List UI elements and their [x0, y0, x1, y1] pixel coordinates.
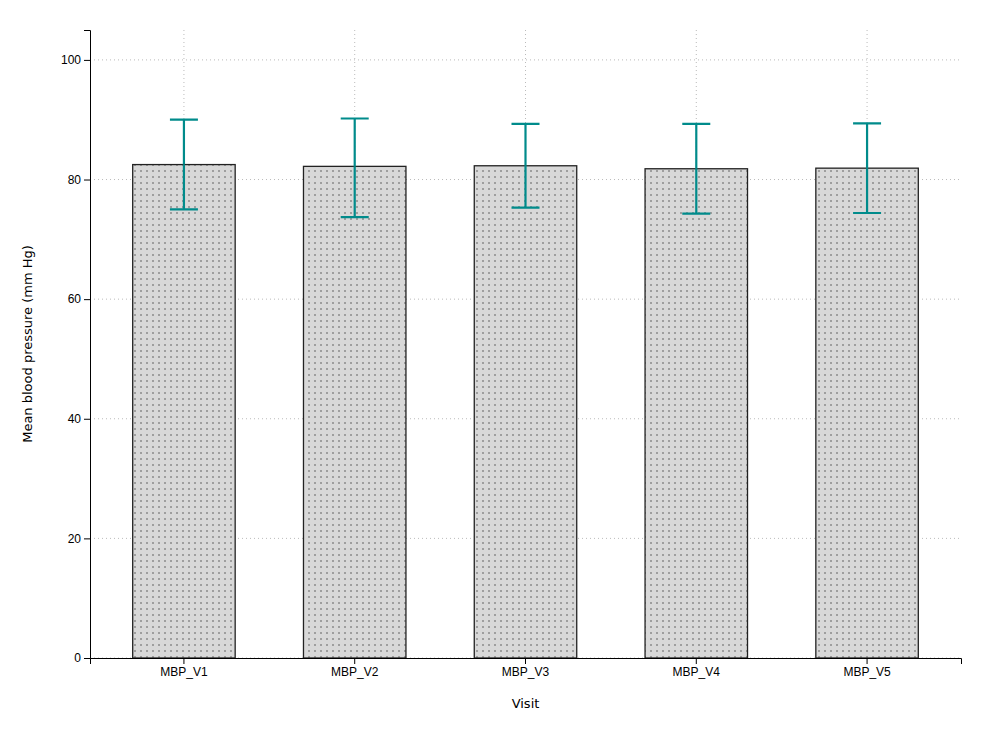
error-bar-lower	[512, 166, 540, 208]
x-axis-line	[91, 659, 962, 665]
x-tick-mark	[354, 658, 355, 664]
x-tick-mark	[696, 658, 697, 664]
x-tick: MBP_V2	[331, 658, 379, 679]
x-tick: MBP_V3	[502, 658, 550, 679]
error-bar-upper	[170, 120, 198, 165]
y-tick: 0	[74, 651, 90, 665]
x-tick-label: MBP_V2	[331, 665, 379, 679]
y-tick: 40	[68, 412, 90, 426]
bar	[816, 168, 918, 658]
error-bar-upper	[853, 123, 881, 168]
y-tick-label: 0	[74, 651, 81, 665]
x-tick-label: MBP_V3	[502, 665, 550, 679]
y-tick-label: 80	[68, 173, 82, 187]
x-tick-mark	[525, 658, 526, 664]
y-axis-title: Mean blood pressure (mm Hg)	[20, 245, 35, 443]
x-tick: MBP_V5	[843, 658, 891, 679]
x-tick-mark	[867, 658, 868, 664]
y-tick-mark	[84, 180, 90, 181]
y-tick-mark	[84, 60, 90, 61]
error-bar-lower	[853, 168, 881, 213]
y-tick-label: 60	[68, 292, 82, 306]
y-tick-label: 100	[61, 53, 81, 67]
y-axis: 0 20 40 60 80 100	[61, 31, 91, 666]
grid	[90, 30, 961, 658]
y-tick-mark	[84, 299, 90, 300]
x-tick-label: MBP_V5	[843, 665, 891, 679]
y-tick: 100	[61, 53, 90, 67]
error-bar-upper	[682, 124, 710, 169]
x-axis-title: Visit	[512, 696, 540, 711]
bar	[303, 166, 405, 658]
y-tick-mark	[84, 658, 90, 659]
error-bar-upper	[341, 119, 369, 167]
y-axis-line	[84, 31, 91, 659]
error-bar-lower	[341, 166, 369, 217]
x-tick-mark	[183, 658, 184, 664]
plot: MBP_V1 MBP_V2 MBP_V3 MBP_V4 MBP_V5 0 20 40 60 80 1…	[20, 30, 962, 711]
bar	[133, 165, 235, 658]
bar	[645, 169, 747, 658]
y-tick-mark	[84, 419, 90, 420]
y-tick: 60	[68, 292, 90, 306]
x-tick: MBP_V1	[160, 658, 208, 679]
x-axis: MBP_V1 MBP_V2 MBP_V3 MBP_V4 MBP_V5	[91, 658, 962, 679]
error-bar-lower	[170, 165, 198, 210]
y-tick-label: 40	[68, 412, 82, 426]
y-tick: 20	[68, 532, 90, 546]
x-tick-label: MBP_V1	[160, 665, 208, 679]
marks	[133, 119, 919, 658]
error-bar-upper	[512, 124, 540, 166]
error-bar-lower	[682, 169, 710, 214]
chart: MBP_V1 MBP_V2 MBP_V3 MBP_V4 MBP_V5 0 20 40 60 80 1…	[0, 0, 991, 733]
y-tick-mark	[84, 538, 90, 539]
grid-line	[90, 59, 961, 60]
y-tick-label: 20	[68, 532, 82, 546]
y-tick: 80	[68, 173, 90, 187]
bar	[474, 166, 576, 658]
x-tick-label: MBP_V4	[673, 665, 721, 679]
x-tick: MBP_V4	[673, 658, 721, 679]
